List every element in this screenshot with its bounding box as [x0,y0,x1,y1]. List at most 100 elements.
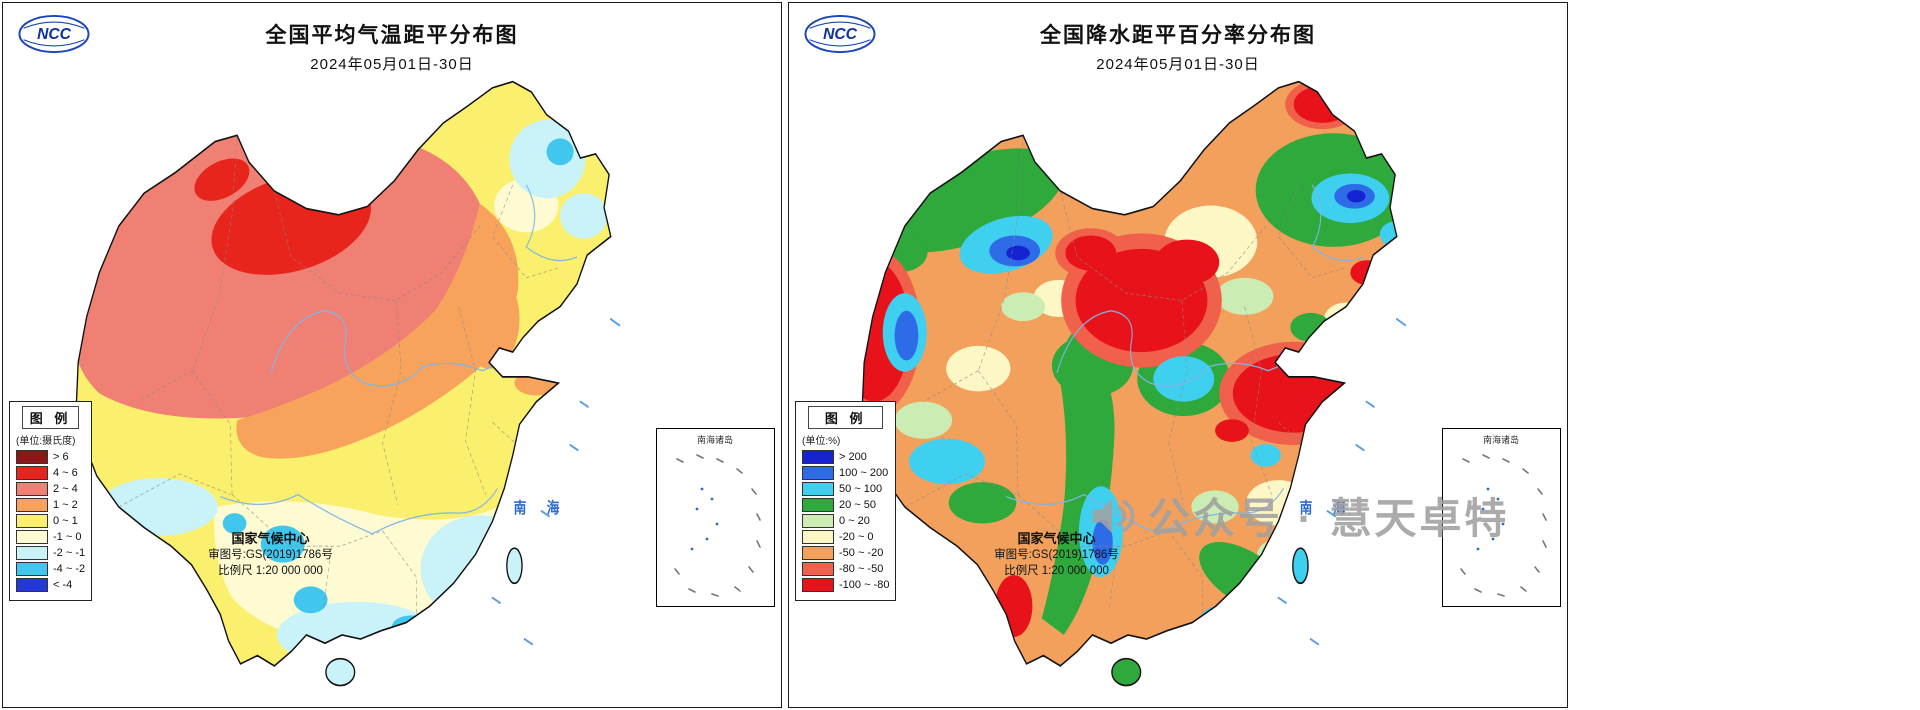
legend-label: -50 ~ -20 [839,547,884,559]
ncc-globe-icon: NCC [804,14,876,54]
ncc-logo-text: NCC [823,26,858,43]
nine-dash-line [1460,454,1547,597]
legend-color-swatch [16,450,48,464]
legend-color-swatch [16,466,48,480]
legend-color-swatch [802,514,834,528]
legend-label: 100 ~ 200 [839,467,889,479]
south-china-sea-inset: 南海诸岛 [656,428,775,607]
legend-color-swatch [16,514,48,528]
attribution-license: 审图号:GS(2019)1786号 [208,549,333,561]
attribution-license: 审图号:GS(2019)1786号 [994,549,1119,561]
legend-label: 1 ~ 2 [53,499,78,511]
legend-label: -100 ~ -80 [839,579,890,591]
legend-color-swatch [16,578,48,592]
legend-label: -4 ~ -2 [53,563,86,575]
precipitation-map-panel: NCC 全国降水距平百分率分布图 2024年05月01日-30日 [788,2,1568,708]
ncc-logo-text: NCC [37,26,72,43]
legend-item: -20 ~ 0 [802,530,889,544]
inset-label: 南海诸岛 [697,434,733,445]
china-temperature-anomaly-map: 南 海 [75,80,621,687]
sea-island-marks [491,318,621,646]
legend-item: -80 ~ -50 [802,562,889,576]
legend-label: > 200 [839,451,867,463]
province-boundaries [904,135,1347,619]
nine-dash-line [674,454,761,597]
legend-color-swatch [16,562,48,576]
legend-label: 0 ~ 1 [53,515,78,527]
legend-label: 20 ~ 50 [839,499,877,511]
sea-label: 南 海 [1300,499,1354,517]
island-dots [1476,487,1505,551]
megaphone-icon [1092,498,1135,533]
legend-title: 图 例 [22,406,80,429]
legend-item: 4 ~ 6 [16,466,85,480]
legend-color-swatch [16,482,48,496]
south-china-sea-inset-map: 南海诸岛 [1460,434,1547,597]
ncc-logo: NCC [17,11,91,59]
map-date: 2024年05月01日-30日 [1096,56,1260,73]
legend-label: 50 ~ 100 [839,483,883,495]
legend-color-swatch [802,546,834,560]
legend-label: -80 ~ -50 [839,563,884,575]
legend-color-swatch [802,562,834,576]
legend-color-swatch [16,546,48,560]
legend-item: > 200 [802,450,889,464]
legend-unit: (单位:%) [802,436,841,447]
island-dots [690,487,719,551]
attribution-scale: 比例尺 1:20 000 000 [218,565,323,577]
legend-label: 0 ~ 20 [839,515,870,527]
legend-color-swatch [16,498,48,512]
legend-label: -1 ~ 0 [53,531,82,543]
legend-label: < -4 [53,579,73,591]
rivers [1006,184,1364,535]
china-precipitation-anomaly-map: 南 海 [861,80,1407,687]
legend-box: 图 例 (单位:%) > 200 100 ~ 200 50 ~ 100 20 ~ 50… [795,401,897,601]
legend-unit: (单位:摄氏度) [16,436,76,447]
legend-item: 1 ~ 2 [16,498,85,512]
legend-items: > 200 100 ~ 200 50 ~ 100 20 ~ 50 0 ~ 20 -20 ~… [802,450,889,592]
map-title: 全国平均气温距平分布图 [265,24,519,47]
legend-item: 50 ~ 100 [802,482,889,496]
watermark: 公众号 · 慧天卓特 [1084,485,1509,546]
legend-label: -2 ~ -1 [53,547,86,559]
inset-label: 南海诸岛 [1483,434,1519,445]
legend-item: 2 ~ 4 [16,482,85,496]
ncc-logo: NCC [803,11,877,59]
legend-label: 4 ~ 6 [53,467,78,479]
legend-title: 图 例 [808,406,884,429]
map-title: 全国降水距平百分率分布图 [1040,24,1316,47]
legend-color-swatch [802,450,834,464]
legend-box: 图 例 (单位:摄氏度) > 6 4 ~ 6 2 ~ 4 1 ~ 2 0 ~ 1 -1 ~… [9,401,93,601]
legend-color-swatch [802,530,834,544]
map-attribution: 国家气候中心 审图号:GS(2019)1786号 比例尺 1:20 000 00… [163,531,378,579]
legend-item: -1 ~ 0 [16,530,85,544]
legend-item: -4 ~ -2 [16,562,85,576]
legend-color-swatch [802,482,834,496]
attribution-scale: 比例尺 1:20 000 000 [1004,565,1109,577]
legend-color-swatch [802,498,834,512]
legend-item: < -4 [16,578,85,592]
attribution-source: 国家气候中心 [1017,531,1096,546]
south-china-sea-inset-map: 南海诸岛 [674,434,761,597]
legend-color-swatch [802,578,834,592]
legend-item: -2 ~ -1 [16,546,85,560]
ncc-globe-icon: NCC [18,14,90,54]
legend-item: -50 ~ -20 [802,546,889,560]
sea-island-marks [1277,318,1407,646]
legend-item: 0 ~ 1 [16,514,85,528]
legend-item: 100 ~ 200 [802,466,889,480]
temperature-map-panel: NCC 全国平均气温距平分布图 2024年05月01日-30日 [2,2,782,708]
map-date: 2024年05月01日-30日 [310,56,474,73]
legend-item: 20 ~ 50 [802,498,889,512]
sea-label: 南 海 [514,499,568,517]
legend-color-swatch [802,466,834,480]
legend-item: -100 ~ -80 [802,578,889,592]
legend-label: -20 ~ 0 [839,531,874,543]
watermark-text: 公众号 · 慧天卓特 [1148,495,1510,542]
province-boundaries [118,135,561,619]
legend-item: > 6 [16,450,85,464]
legend-label: > 6 [53,451,69,463]
legend-color-swatch [16,530,48,544]
south-china-sea-inset: 南海诸岛 [1442,428,1561,607]
